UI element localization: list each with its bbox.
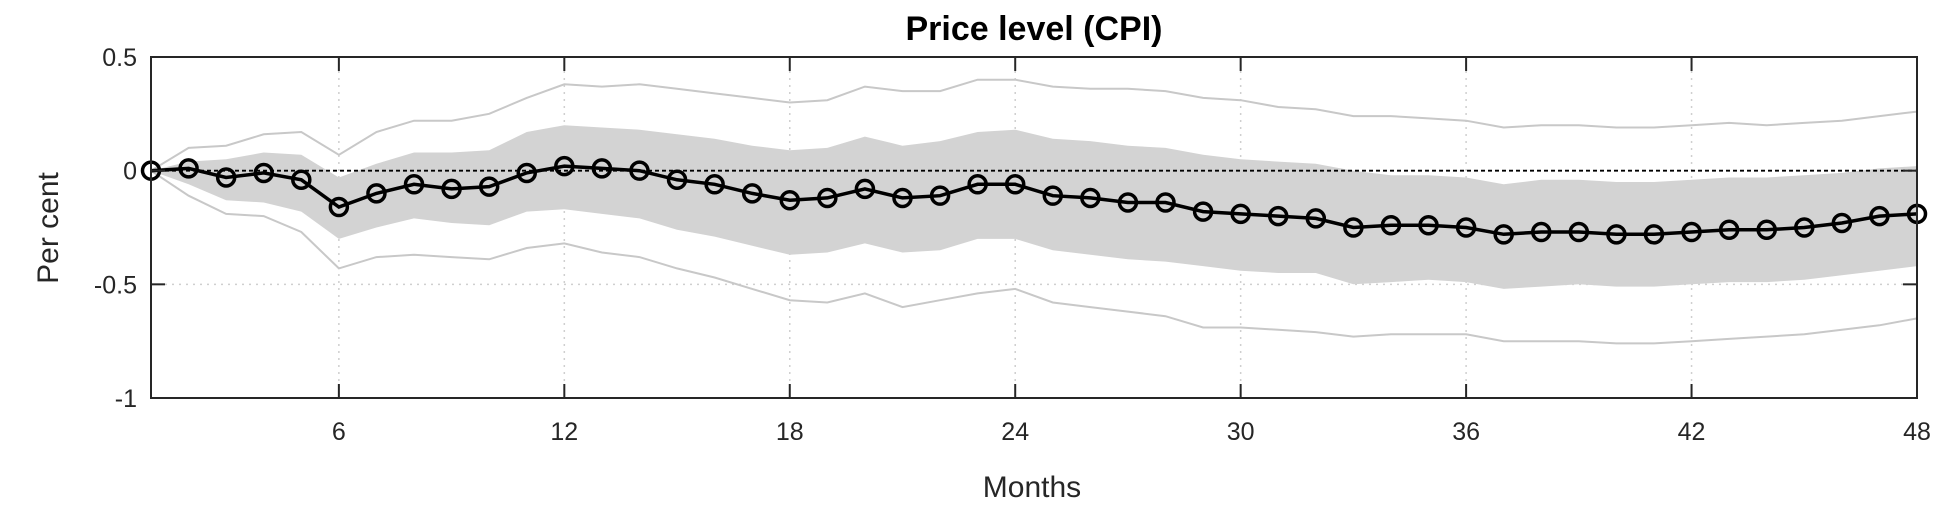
estimate-point bbox=[328, 196, 350, 218]
estimate-point bbox=[403, 174, 425, 195]
estimate-point bbox=[215, 167, 237, 188]
estimate-point bbox=[1305, 208, 1327, 229]
plot-area bbox=[140, 56, 1928, 399]
estimate-point bbox=[817, 187, 838, 209]
estimate-point bbox=[1794, 217, 1815, 238]
estimate-point bbox=[779, 189, 801, 211]
x-tick-label: 48 bbox=[1903, 418, 1931, 446]
estimate-point bbox=[554, 155, 575, 177]
estimate-point bbox=[1606, 224, 1627, 245]
estimate-point bbox=[1380, 214, 1402, 236]
x-axis-label: Months bbox=[983, 471, 1081, 504]
y-tick-label: 0.5 bbox=[102, 44, 137, 72]
x-tick-label: 18 bbox=[776, 418, 804, 446]
estimate-point bbox=[1681, 221, 1702, 243]
estimate-point bbox=[1493, 224, 1514, 245]
estimate-point bbox=[1042, 185, 1064, 206]
x-tick-label: 30 bbox=[1227, 418, 1255, 446]
x-tick-label: 24 bbox=[1001, 418, 1029, 446]
estimate-point bbox=[1568, 221, 1590, 243]
estimate-point bbox=[591, 158, 613, 179]
estimate-point bbox=[1155, 192, 1176, 213]
estimate-point bbox=[516, 162, 537, 184]
plot-frame bbox=[150, 56, 1918, 399]
estimate-point bbox=[666, 169, 688, 191]
estimate-point bbox=[704, 174, 725, 195]
estimate-point bbox=[1117, 192, 1139, 213]
estimate-point bbox=[1455, 217, 1477, 238]
estimate-point bbox=[366, 183, 387, 204]
outer-band-lower-line bbox=[150, 169, 1918, 345]
estimate-point bbox=[1192, 201, 1214, 222]
estimate-point bbox=[478, 176, 500, 197]
x-tick-label: 6 bbox=[332, 418, 346, 446]
estimate-point bbox=[1004, 174, 1026, 195]
estimate-point bbox=[1230, 203, 1251, 225]
estimate-point bbox=[1718, 219, 1740, 241]
estimate-point bbox=[1756, 219, 1777, 241]
estimate-point bbox=[1080, 187, 1101, 209]
y-axis-label: Per cent bbox=[32, 171, 65, 283]
estimate-point bbox=[1831, 212, 1853, 234]
chart-title: Price level (CPI) bbox=[905, 10, 1162, 48]
estimate-point bbox=[178, 158, 199, 179]
x-tick-label: 12 bbox=[550, 418, 578, 446]
estimate-point bbox=[291, 169, 312, 191]
point-estimate-line bbox=[150, 164, 1918, 237]
estimate-point bbox=[1267, 205, 1289, 227]
estimate-point bbox=[1418, 214, 1439, 236]
estimate-point bbox=[1643, 224, 1665, 245]
estimate-point bbox=[1869, 205, 1890, 227]
estimate-point bbox=[1343, 217, 1364, 238]
axis-ticks bbox=[151, 56, 1918, 399]
estimate-point bbox=[629, 160, 650, 181]
x-tick-label: 42 bbox=[1678, 418, 1706, 446]
estimate-point bbox=[967, 174, 988, 195]
estimate-point bbox=[892, 187, 913, 209]
y-tick-labels: -1 -0.5 0 0.5 bbox=[94, 44, 137, 413]
estimate-point bbox=[1531, 221, 1552, 243]
estimate-point bbox=[929, 185, 951, 206]
y-tick-label: 0 bbox=[123, 158, 137, 186]
estimate-point bbox=[741, 183, 763, 204]
y-tick-label: -1 bbox=[115, 385, 137, 413]
x-tick-labels: 6 12 18 24 30 36 42 48 bbox=[332, 418, 1931, 446]
estimate-point bbox=[253, 162, 274, 184]
x-tick-label: 36 bbox=[1452, 418, 1480, 446]
outer-band-upper-line bbox=[150, 78, 1918, 172]
y-tick-label: -0.5 bbox=[94, 271, 137, 299]
estimate-point bbox=[854, 178, 876, 200]
estimate-point bbox=[441, 178, 462, 200]
